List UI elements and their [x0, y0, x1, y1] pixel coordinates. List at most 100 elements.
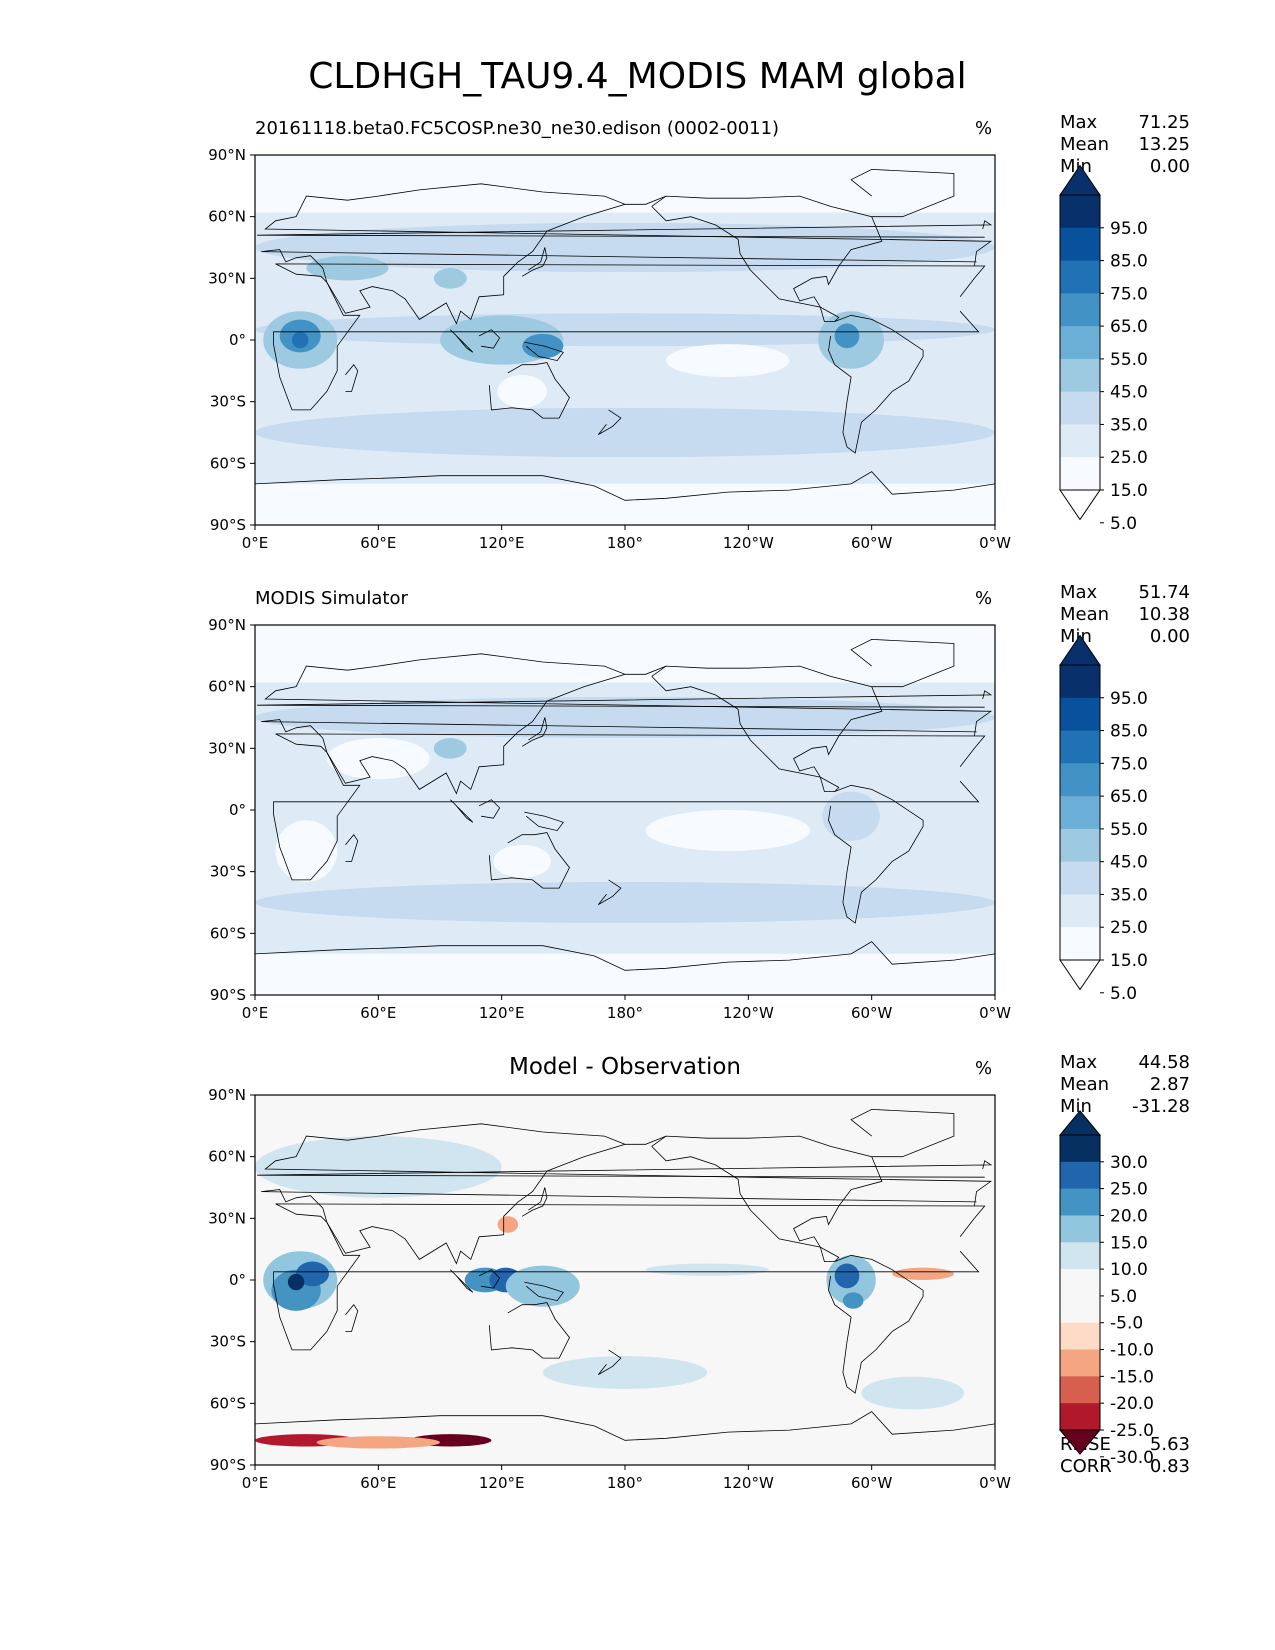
coastline [521, 247, 548, 277]
colorbar-segment [1060, 730, 1100, 764]
value-region [296, 1261, 329, 1287]
coastline [345, 364, 359, 392]
lon-tick-label: 60°E [360, 534, 396, 550]
colorbar-label: 55.0 [1110, 350, 1148, 370]
colorbar-label: -20.0 [1110, 1394, 1154, 1414]
colorbar-label: 65.0 [1110, 787, 1148, 807]
stat-mean: 10.38 [1138, 604, 1190, 625]
coastline [273, 263, 986, 411]
colorbar-label: 65.0 [1110, 317, 1148, 337]
lat-tick-label: 0° [229, 331, 246, 349]
lat-tick-label: 90°N [208, 1086, 246, 1104]
coastline [450, 329, 474, 353]
value-region [842, 1292, 864, 1309]
panel-title: MODIS Simulator [255, 588, 408, 609]
colorbar-extend-min [1059, 489, 1101, 521]
colorbar-label: 35.0 [1110, 885, 1148, 905]
colorbar-segment [1060, 796, 1100, 830]
lon-tick-label: 0°E [242, 1004, 269, 1020]
lon-tick-label: 60°W [851, 1474, 893, 1490]
coastline [651, 1135, 883, 1262]
value-region [493, 844, 551, 878]
value-region [275, 820, 338, 882]
value-region [306, 255, 389, 281]
stat-mean-label: Mean [1060, 1074, 1110, 1095]
colorbar-label: 15.0 [1110, 1233, 1148, 1253]
colorbar-label: -30.0 [1110, 1448, 1154, 1468]
coastline [450, 799, 474, 823]
colorbar-segment [1060, 457, 1100, 491]
coastline [524, 341, 564, 362]
colorbar-label: 25.0 [1110, 448, 1148, 468]
colorbar-segment [1060, 326, 1100, 360]
stat-max-label: Max [1060, 582, 1098, 603]
colorbar-extend-max [1059, 634, 1101, 666]
colorbar-segment [1060, 927, 1100, 961]
map-field [255, 625, 995, 995]
lon-tick-label: 120°W [723, 534, 774, 550]
lon-tick-label: 120°E [479, 534, 525, 550]
value-region [316, 1436, 441, 1449]
lon-tick-label: 60°W [851, 534, 893, 550]
stat-max: 71.25 [1138, 112, 1190, 133]
coastline [261, 1123, 993, 1265]
value-region [645, 1263, 769, 1276]
stat-mean-label: Mean [1060, 604, 1110, 625]
value-region [861, 1376, 965, 1410]
colorbar-segment [1060, 1376, 1100, 1404]
colorbar-segment [1060, 1161, 1100, 1190]
colorbar-segment [1060, 293, 1100, 327]
panel-title: Model - Observation [508, 1054, 742, 1080]
value-region [645, 810, 810, 852]
lat-tick-label: 60°N [208, 678, 246, 696]
colorbar-extend-min [1058, 1429, 1102, 1455]
colorbar-label: 10.0 [1110, 1260, 1148, 1280]
value-region [433, 738, 467, 759]
colorbar-label: 35.0 [1110, 415, 1148, 435]
colorbar-label: 15.0 [1110, 481, 1148, 501]
figure-title: CLDHGH_TAU9.4_MODIS MAM global [308, 56, 967, 97]
value-region [892, 1267, 954, 1280]
lat-tick-label: 0° [229, 1271, 246, 1289]
lon-tick-label: 60°W [851, 1004, 893, 1020]
value-region [497, 374, 547, 408]
colorbar-label: -25.0 [1110, 1421, 1154, 1441]
stat-max-label: Max [1060, 1052, 1098, 1073]
coastline [488, 362, 570, 419]
panel-title: 20161118.beta0.FC5COSP.ne30_ne30.edison … [255, 118, 780, 139]
lat-tick-label: 90°S [210, 1456, 246, 1474]
lon-tick-label: 120°E [479, 1474, 525, 1490]
lon-tick-label: 0°E [242, 1474, 269, 1490]
colorbar-label: 85.0 [1110, 722, 1148, 742]
coastline [828, 1254, 924, 1394]
value-region [287, 1273, 305, 1291]
value-region [433, 268, 467, 289]
rmse-value: 5.63 [1149, 1434, 1190, 1455]
map-plot: 90°N 60°N 30°N 0° 30°S 60°S 90°S0°E 60°E 120°E 18… [208, 146, 1148, 550]
value-region [834, 323, 860, 349]
colorbar-label: 20.0 [1110, 1206, 1148, 1226]
value-region [292, 331, 309, 349]
colorbar-label: 30.0 [1110, 1153, 1148, 1173]
coastline [257, 220, 993, 238]
colorbar-segment [1060, 1322, 1100, 1351]
lat-tick-label: 60°S [210, 454, 246, 472]
coastline [261, 653, 993, 795]
coastline [850, 638, 955, 688]
unit-label: % [975, 118, 993, 139]
value-region [497, 1216, 519, 1233]
lon-tick-label: 0°W [979, 1474, 1011, 1490]
lat-tick-label: 0° [229, 801, 246, 819]
colorbar-segment [1060, 1135, 1100, 1163]
lon-tick-label: 0°W [979, 1004, 1011, 1020]
map-field [255, 1095, 995, 1465]
colorbar-label: -15.0 [1110, 1367, 1154, 1387]
colorbar-label: 85.0 [1110, 252, 1148, 272]
value-region [542, 1356, 708, 1389]
coastline [255, 941, 995, 971]
lat-tick-label: 60°N [208, 1148, 246, 1166]
lon-tick-label: 0°E [242, 534, 269, 550]
colorbar-label: 15.0 [1110, 951, 1148, 971]
colorbar-segment [1060, 1188, 1100, 1216]
lat-tick-label: 90°N [208, 616, 246, 634]
